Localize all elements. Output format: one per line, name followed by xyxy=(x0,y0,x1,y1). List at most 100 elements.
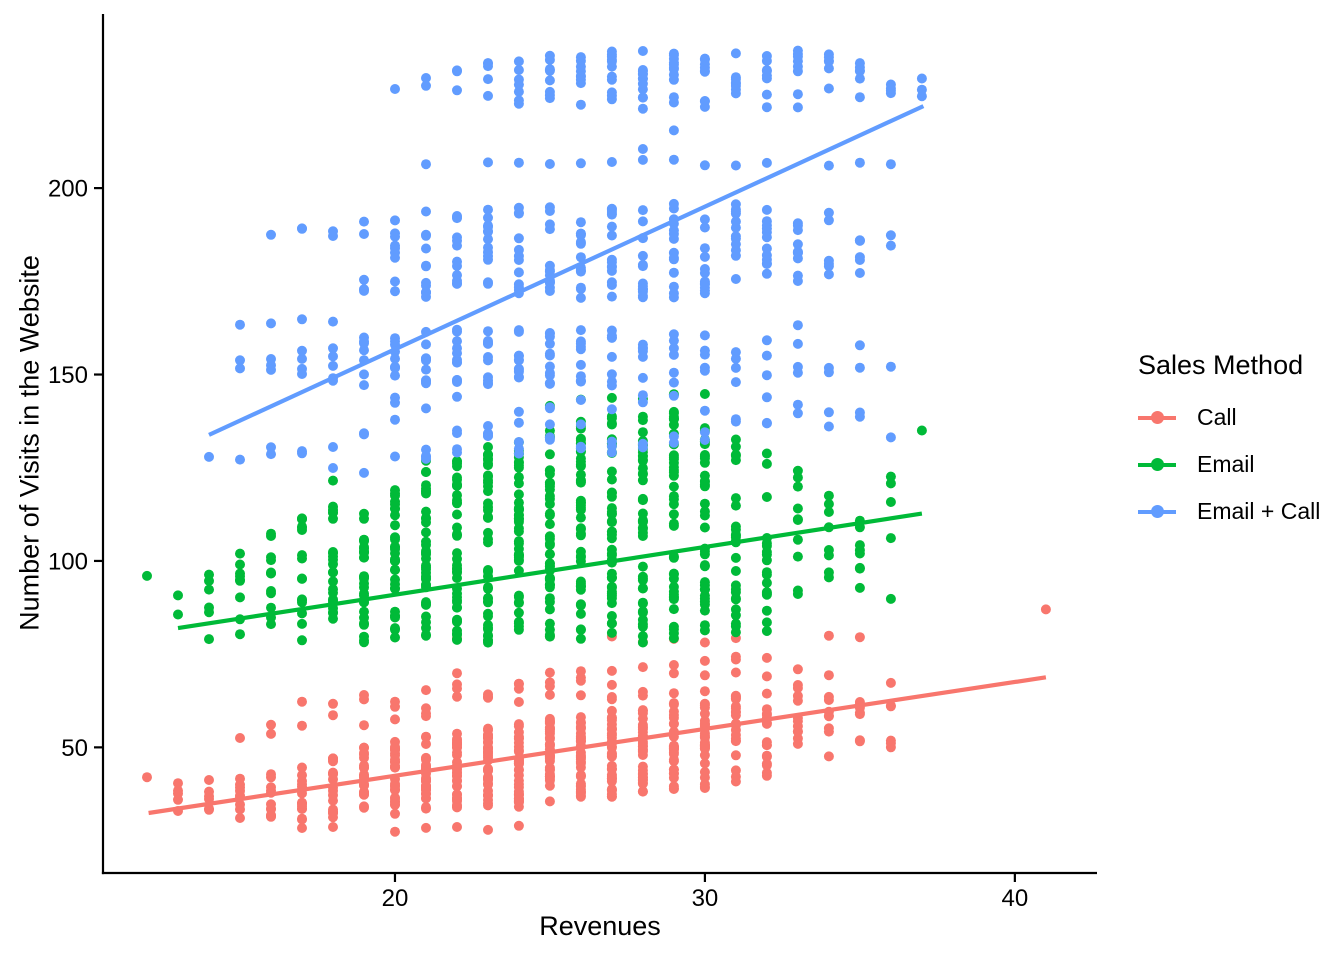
data-point xyxy=(668,499,679,510)
data-point xyxy=(421,711,431,722)
y-tick-label: 100 xyxy=(48,548,88,575)
data-point xyxy=(513,417,524,428)
data-point xyxy=(421,527,431,538)
data-point xyxy=(606,550,617,561)
legend: Sales Method Call Email Email + Call xyxy=(1138,350,1320,535)
data-point xyxy=(606,51,617,62)
data-point xyxy=(699,362,710,373)
y-tick-label: 50 xyxy=(61,735,88,762)
data-point xyxy=(513,207,524,218)
data-point xyxy=(730,529,741,540)
data-point xyxy=(328,808,338,819)
data-point xyxy=(823,207,834,218)
data-point xyxy=(421,599,431,610)
y-axis-title: Number of Visits in the Website xyxy=(14,255,45,631)
data-point xyxy=(637,261,648,272)
data-point xyxy=(544,331,555,342)
data-point xyxy=(452,375,462,385)
data-point xyxy=(730,651,741,662)
data-point xyxy=(637,722,648,733)
data-point xyxy=(513,355,524,366)
data-point xyxy=(513,504,524,514)
data-point xyxy=(297,353,307,364)
data-point xyxy=(544,549,555,560)
data-point xyxy=(637,415,648,426)
data-point xyxy=(668,688,679,699)
data-point xyxy=(730,776,741,787)
data-point xyxy=(390,632,400,643)
data-point xyxy=(668,518,679,529)
data-point xyxy=(513,733,524,743)
data-point xyxy=(668,467,679,478)
data-point xyxy=(637,78,648,89)
data-point xyxy=(575,690,586,701)
data-point xyxy=(513,267,524,278)
data-point xyxy=(544,533,555,544)
data-point xyxy=(637,517,648,527)
data-point xyxy=(421,506,431,517)
data-point xyxy=(699,670,710,681)
data-point xyxy=(885,471,896,482)
data-point xyxy=(204,786,214,797)
data-point xyxy=(575,52,586,63)
data-point xyxy=(390,485,400,496)
data-point xyxy=(668,718,679,729)
data-point xyxy=(421,291,431,302)
data-point xyxy=(359,380,369,391)
data-point xyxy=(637,508,648,519)
data-point xyxy=(328,587,338,598)
data-point xyxy=(452,767,462,778)
data-point xyxy=(823,711,834,722)
data-point xyxy=(544,350,555,361)
data-point xyxy=(699,605,710,616)
data-point xyxy=(606,291,617,302)
data-point xyxy=(606,332,617,343)
data-point xyxy=(390,276,400,287)
data-point xyxy=(606,441,617,452)
data-point xyxy=(823,751,834,762)
data-point xyxy=(483,221,493,232)
data-point xyxy=(575,158,586,169)
data-point xyxy=(266,318,276,329)
data-point xyxy=(823,545,834,555)
data-point xyxy=(359,618,369,629)
data-point xyxy=(606,376,617,387)
data-point xyxy=(359,274,369,285)
data-point xyxy=(637,583,648,594)
data-point xyxy=(297,696,307,707)
data-point xyxy=(575,675,586,686)
data-point xyxy=(235,813,245,823)
data-point xyxy=(297,618,307,629)
data-point xyxy=(173,590,183,601)
data-point xyxy=(390,532,400,543)
data-point xyxy=(606,588,617,599)
data-point xyxy=(544,689,555,700)
data-point xyxy=(668,586,679,597)
data-point xyxy=(637,713,648,724)
data-point xyxy=(730,84,741,95)
data-point xyxy=(235,454,245,465)
data-point xyxy=(142,570,152,581)
data-point xyxy=(328,613,338,624)
data-point xyxy=(637,571,648,582)
data-point xyxy=(761,671,772,682)
data-point xyxy=(730,48,741,59)
data-point xyxy=(606,487,617,498)
data-point xyxy=(390,353,400,364)
data-point xyxy=(637,561,648,572)
data-point xyxy=(483,477,493,488)
data-point xyxy=(235,559,245,570)
data-point xyxy=(854,92,865,103)
data-point xyxy=(730,667,741,678)
data-point xyxy=(544,368,555,378)
data-point xyxy=(483,450,493,461)
data-point xyxy=(761,458,772,469)
data-point xyxy=(328,475,338,486)
data-point xyxy=(606,568,617,579)
data-point xyxy=(544,378,555,389)
data-point xyxy=(421,451,431,461)
data-point xyxy=(730,160,741,171)
data-point xyxy=(328,559,338,570)
data-point xyxy=(513,536,524,547)
